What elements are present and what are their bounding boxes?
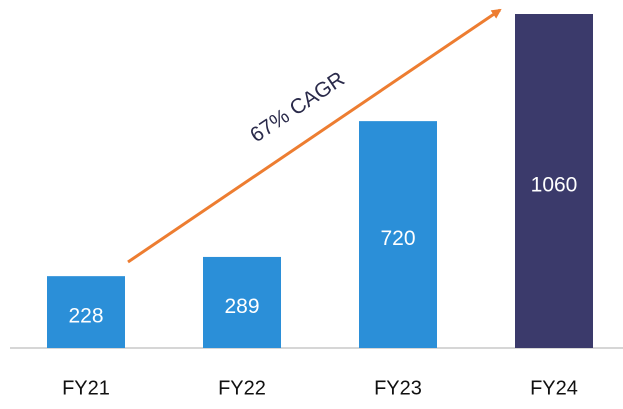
x-tick-label: FY24	[530, 377, 578, 399]
x-tick-label: FY23	[374, 377, 422, 399]
annotation: 67% CAGR	[246, 67, 349, 147]
value-label: 720	[380, 227, 415, 250]
bar	[47, 276, 125, 348]
bar	[359, 121, 437, 348]
value-label: 1060	[531, 174, 578, 197]
x-tick-label: FY21	[62, 377, 110, 399]
bar	[203, 256, 281, 348]
value-label: 289	[224, 295, 259, 318]
growth-arrow	[127, 8, 502, 264]
value-label: 228	[68, 305, 103, 328]
bar	[515, 14, 593, 348]
x-tick-label: FY22	[218, 377, 266, 399]
